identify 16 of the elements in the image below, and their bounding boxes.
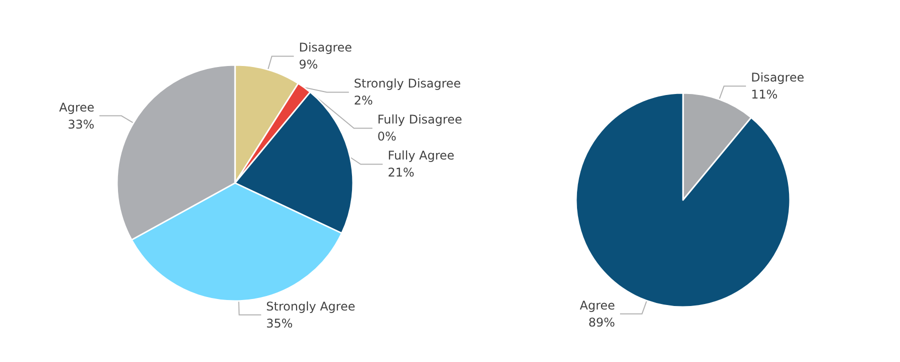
data-label: 35% <box>266 316 293 330</box>
slice-label: Agree <box>580 298 616 312</box>
text: 0% <box>377 130 396 144</box>
category-label: Fully Disagree <box>377 112 462 127</box>
slice-label: Disagree <box>750 70 804 85</box>
slice-label: Agree <box>59 100 94 114</box>
data-label: 21% <box>388 166 414 180</box>
data-label: 2% <box>354 94 373 108</box>
slice-label: Disagree <box>298 40 352 55</box>
data-label: 89% <box>588 315 616 330</box>
data-label: 11% <box>750 88 778 102</box>
slice-label: Fully Agree <box>388 148 454 163</box>
data-label: 9% <box>298 58 318 72</box>
data-label: 33% <box>68 117 94 132</box>
slice-label: Strongly Agree <box>266 299 356 314</box>
slice-label: Strongly Disagree <box>354 76 461 91</box>
